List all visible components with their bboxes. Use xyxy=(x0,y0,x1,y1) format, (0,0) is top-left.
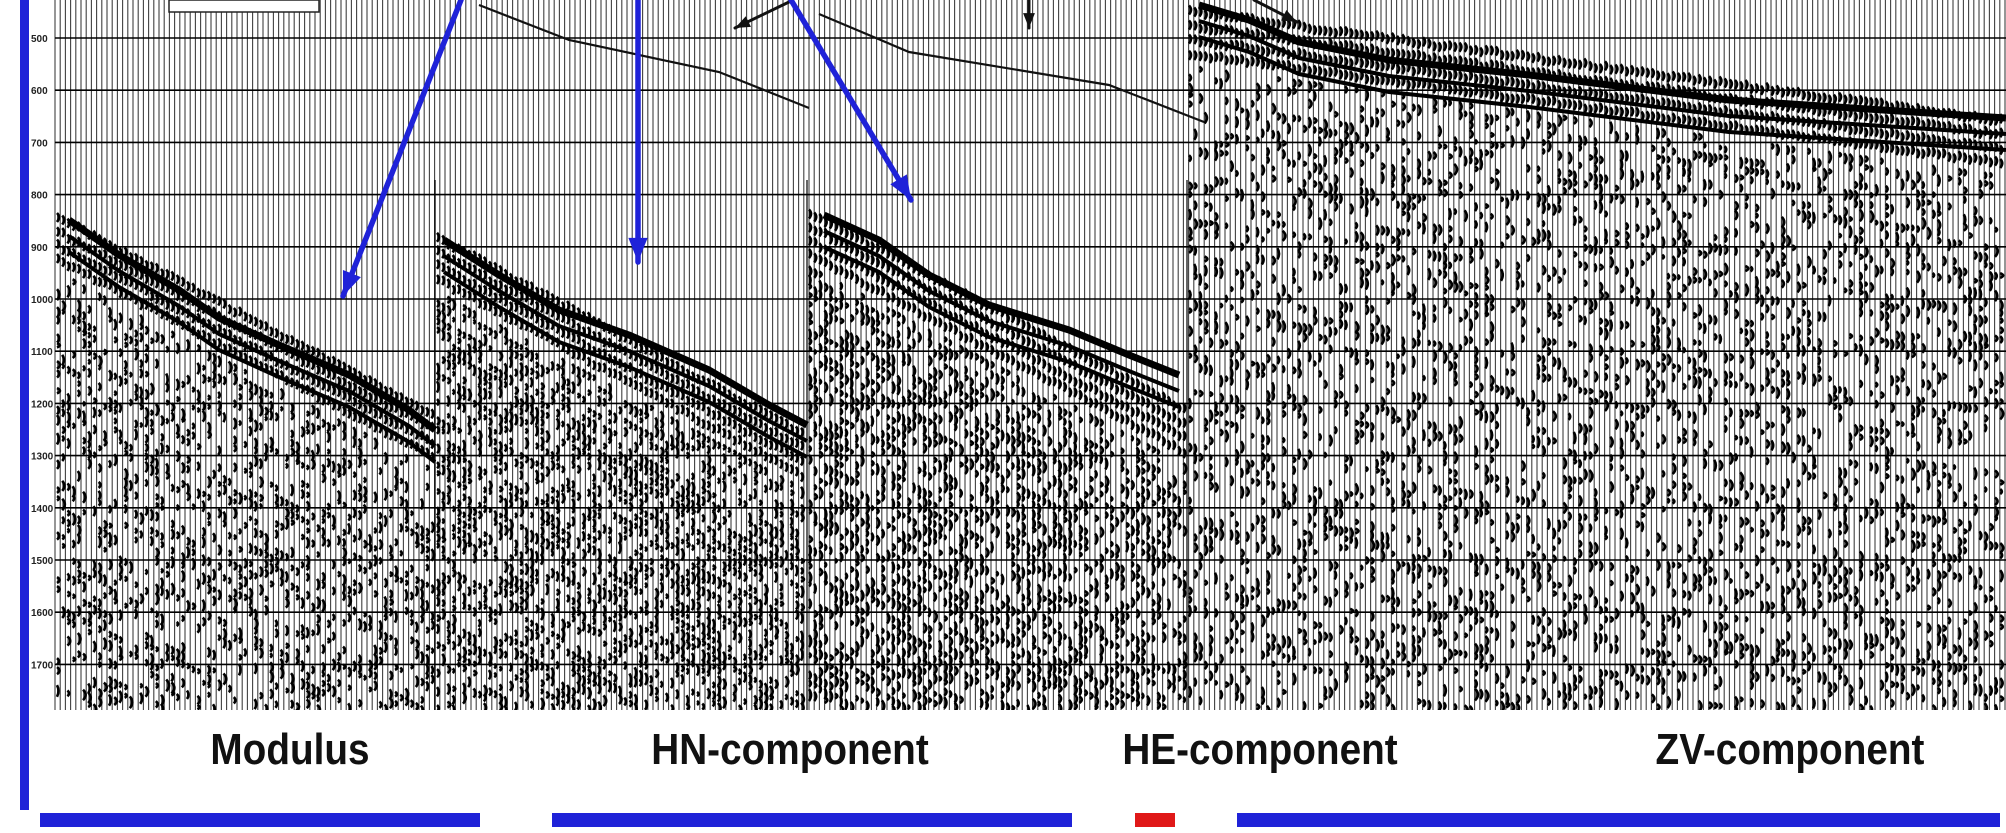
y-tick-label: 1400 xyxy=(31,504,54,515)
first-arrival-band xyxy=(822,211,1181,379)
blue-arrow-modulus-shaft xyxy=(340,0,464,299)
first-arrival-band xyxy=(442,237,809,429)
y-tick-label: 1100 xyxy=(31,347,53,358)
picked-line-he xyxy=(818,12,1205,124)
y-tick-label: 1700 xyxy=(31,660,54,671)
panel-label-hn-component: HN-component xyxy=(651,725,929,774)
y-tick-label: 1300 xyxy=(31,452,54,463)
first-arrival-band xyxy=(67,250,437,464)
wiggle-traces-panel-1 xyxy=(55,212,436,710)
seismic-sections-svg: 500 600 700 800 900 1000 1100 1200 1300 1400 1500 1… xyxy=(31,0,2006,710)
black-arrow-2-head xyxy=(1023,13,1035,28)
first-arrival-band xyxy=(66,217,438,433)
left-accent-bar xyxy=(20,0,29,810)
picked-line-hn xyxy=(478,3,810,110)
first-arrival-band xyxy=(67,234,437,448)
cut-off-caption xyxy=(40,793,2000,833)
blue-arrow-hn-head xyxy=(628,237,648,262)
wiggle-traces-panel-4 xyxy=(1187,4,2005,710)
wiggle-traces-panel-3 xyxy=(807,208,1188,710)
y-tick-label: 900 xyxy=(31,243,48,254)
y-tick-label: 1500 xyxy=(31,556,54,567)
wiggle-traces-panel-2 xyxy=(435,231,806,710)
first-arrival-band xyxy=(823,245,1180,409)
y-tick-label: 1600 xyxy=(31,608,54,619)
black-arrow-1-head xyxy=(735,16,751,28)
y-tick-label: 1000 xyxy=(31,295,54,306)
first-arrival-band xyxy=(1198,19,2006,136)
blue-arrow-he-head xyxy=(890,174,911,200)
first-arrival-band xyxy=(823,229,1180,393)
blue-arrow-he-shaft xyxy=(788,0,914,203)
first-arrival-band xyxy=(442,270,808,459)
y-tick-label: 1200 xyxy=(31,399,54,410)
first-arrival-band xyxy=(1198,35,2006,152)
first-arrival-band xyxy=(1197,1,2006,122)
panel-label-modulus: Modulus xyxy=(210,725,370,774)
y-tick-label: 600 xyxy=(31,86,48,97)
blue-arrow-modulus-head xyxy=(342,270,361,296)
panel-label-zv-component: ZV-component xyxy=(1655,725,1925,774)
y-tick-label: 700 xyxy=(31,138,48,149)
y-tick-label: 500 xyxy=(31,34,48,45)
panel-label-he-component: HE-component xyxy=(1122,725,1398,774)
first-arrival-band xyxy=(442,254,808,443)
seismic-figure: 500 600 700 800 900 1000 1100 1200 1300 1400 1500 1… xyxy=(29,0,2006,710)
black-arrow-3-head xyxy=(1281,9,1297,22)
legend-box xyxy=(168,0,320,13)
y-tick-label: 800 xyxy=(31,191,48,202)
